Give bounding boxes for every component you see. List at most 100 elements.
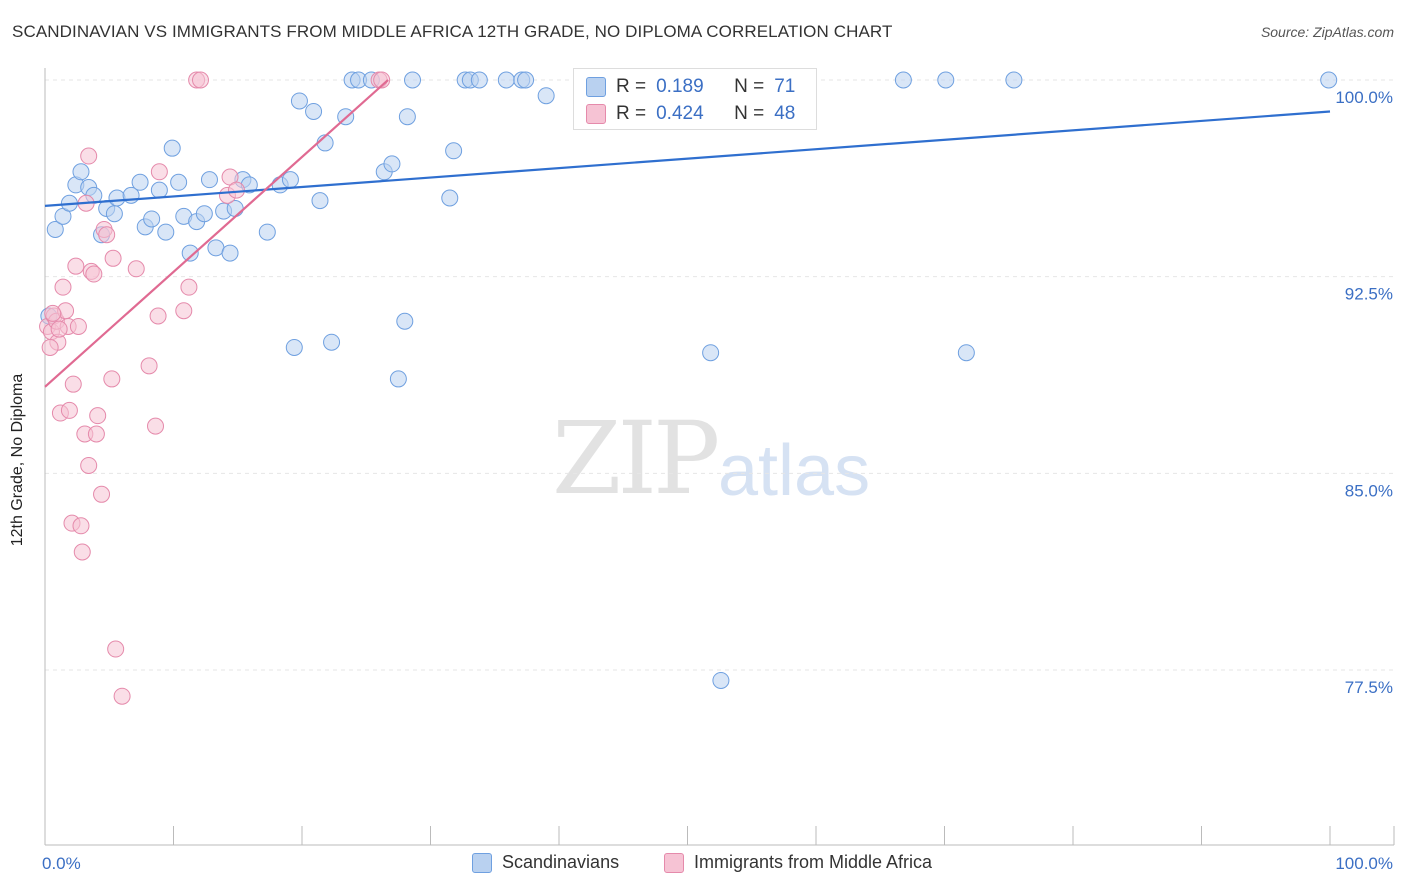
data-point (445, 142, 463, 160)
data-point (163, 139, 181, 157)
data-point (195, 205, 213, 223)
data-point (517, 71, 535, 89)
data-point (441, 189, 459, 207)
data-point (54, 278, 72, 296)
bottom-legend: Scandinavians Immigrants from Middle Afr… (0, 852, 1406, 876)
data-point (127, 260, 145, 278)
data-point (147, 417, 165, 435)
data-point (497, 71, 515, 89)
data-point (131, 173, 149, 191)
stats-r-label: R = (616, 76, 647, 97)
data-point (894, 71, 912, 89)
data-point (207, 239, 225, 257)
data-point (937, 71, 955, 89)
chart-title: SCANDINAVIAN VS IMMIGRANTS FROM MIDDLE A… (12, 22, 893, 41)
data-point (60, 401, 78, 419)
series-scandinavians (40, 71, 1338, 689)
data-point (150, 181, 168, 199)
data-point (113, 687, 131, 705)
legend-item-immigrants-middle-africa[interactable]: Immigrants from Middle Africa (664, 852, 932, 873)
data-point (311, 192, 329, 210)
y-tick-label: 100.0% (1335, 88, 1393, 107)
source-label: Source: ZipAtlas.com (1260, 24, 1394, 40)
data-point (175, 302, 193, 320)
stats-r-value: 0.189 (656, 76, 704, 97)
data-point (150, 163, 168, 181)
data-point (537, 87, 555, 105)
data-point (93, 485, 111, 503)
data-point (702, 344, 720, 362)
data-point (98, 226, 116, 244)
data-point (383, 155, 401, 173)
stats-n-label: N = (734, 76, 765, 97)
legend-swatch-blue (472, 852, 492, 873)
data-point (85, 265, 103, 283)
data-point (72, 517, 90, 535)
data-point (389, 370, 407, 388)
data-point (80, 147, 98, 165)
data-point (44, 304, 62, 322)
data-point (105, 205, 123, 223)
stats-swatch-blue (586, 77, 606, 97)
y-tick-label: 85.0% (1345, 481, 1393, 500)
data-point (1005, 71, 1023, 89)
legend-label: Scandinavians (502, 852, 620, 872)
grid-lines (45, 79, 1394, 671)
x-tick-label: 100.0% (1335, 854, 1393, 873)
data-point (69, 317, 87, 335)
data-point (140, 357, 158, 375)
data-point (221, 244, 239, 262)
data-point (1320, 71, 1338, 89)
data-point (80, 456, 98, 474)
data-point (305, 102, 323, 120)
data-point (41, 338, 59, 356)
x-tick-label: 0.0% (42, 854, 81, 873)
stats-swatch-pink (586, 104, 606, 124)
legend-label: Immigrants from Middle Africa (694, 852, 933, 872)
data-point (64, 375, 82, 393)
data-point (200, 171, 218, 189)
data-point (73, 543, 91, 561)
watermark-zip: ZIP (552, 400, 720, 517)
stats-legend: R = 0.189 N = 71 R = 0.424 N = 48 (573, 68, 817, 130)
stats-n-label: N = (734, 103, 765, 124)
data-point (470, 71, 488, 89)
data-point (290, 92, 308, 110)
data-point (712, 671, 730, 689)
stats-row-blue: R = 0.189 N = 71 (586, 73, 795, 101)
data-point (143, 210, 161, 228)
data-point (87, 425, 105, 443)
legend-item-scandinavians[interactable]: Scandinavians (472, 852, 619, 873)
data-point (323, 333, 341, 351)
data-point (67, 257, 85, 275)
data-point (373, 71, 391, 89)
y-tick-label: 92.5% (1345, 285, 1393, 304)
watermark-atlas: atlas (718, 431, 871, 511)
data-point (398, 108, 416, 126)
legend-swatch-pink (664, 852, 684, 873)
axes (44, 68, 1395, 846)
data-point (89, 407, 107, 425)
stats-row-pink: R = 0.424 N = 48 (586, 100, 795, 128)
data-point (107, 640, 125, 658)
data-point (285, 338, 303, 356)
data-point (50, 320, 68, 338)
data-point (258, 223, 276, 241)
data-point (170, 173, 188, 191)
data-point (103, 370, 121, 388)
data-point (104, 249, 122, 267)
trend-line (44, 110, 1331, 207)
data-point (108, 189, 126, 207)
series-immigrants-middle-africa (39, 71, 391, 705)
data-point (404, 71, 422, 89)
data-point (191, 71, 209, 89)
data-point (181, 244, 199, 262)
data-point (396, 312, 414, 330)
trend-line (44, 79, 389, 388)
data-point (180, 278, 198, 296)
data-point (957, 344, 975, 362)
data-point (46, 220, 64, 238)
data-point (157, 223, 175, 241)
stats-r-value: 0.424 (656, 103, 704, 124)
